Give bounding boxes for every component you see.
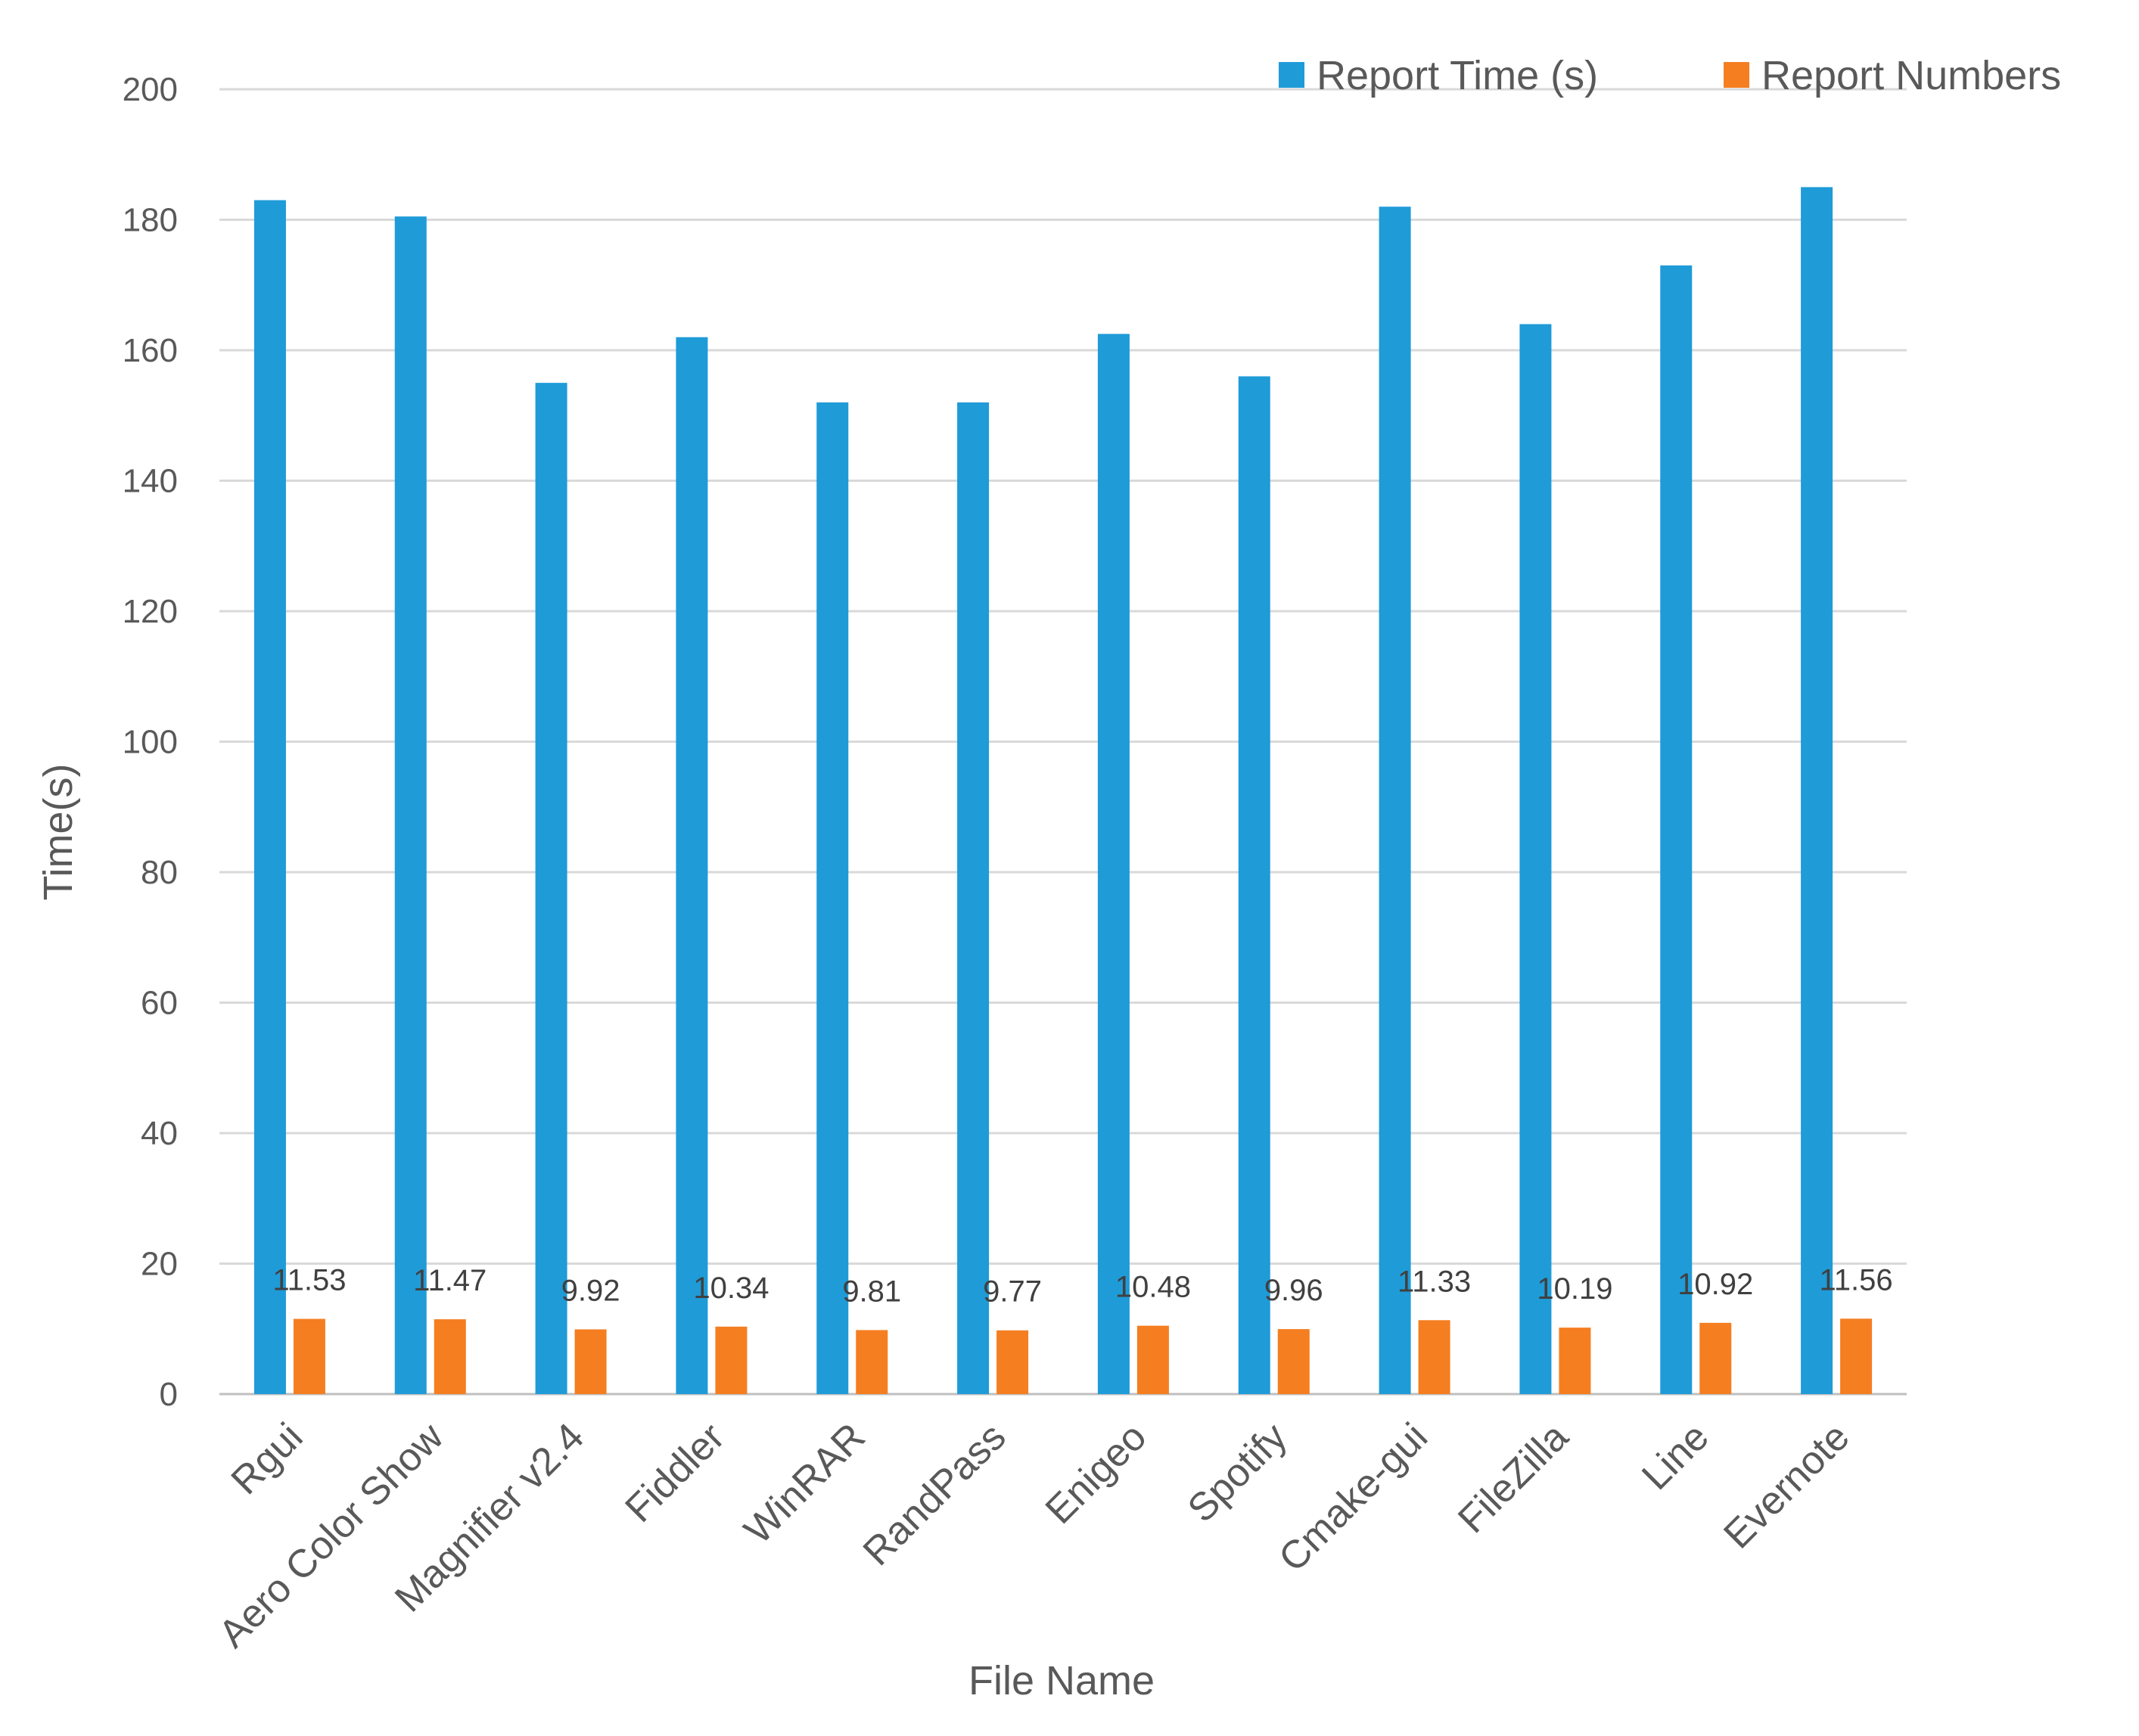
legend-swatch-report-numbers xyxy=(1724,62,1749,88)
data-label-report-numbers: 11.53 xyxy=(272,1264,346,1297)
data-label-report-numbers: 9.81 xyxy=(842,1275,901,1308)
bar-report-time xyxy=(1519,324,1552,1394)
bars xyxy=(253,187,1873,1394)
bar-report-numbers xyxy=(1559,1328,1591,1394)
bar-report-numbers xyxy=(1136,1325,1169,1394)
x-category-label: Enigeo xyxy=(1037,1415,1155,1533)
x-category-label: Evernote xyxy=(1715,1415,1858,1557)
x-category-label: Spotify xyxy=(1180,1415,1295,1530)
legend-label-report-time: Report Time (s) xyxy=(1317,53,1598,98)
y-tick-label: 180 xyxy=(123,202,178,239)
y-tick-label: 140 xyxy=(123,463,178,500)
data-label-report-numbers: 10.92 xyxy=(1677,1268,1753,1301)
bar-report-numbers xyxy=(1699,1322,1732,1394)
gridlines xyxy=(219,88,1907,1396)
x-category-label: Line xyxy=(1634,1415,1718,1498)
bar-report-numbers xyxy=(434,1319,466,1394)
x-category-label: WinRAR xyxy=(736,1415,874,1552)
legend-swatch-report-time xyxy=(1279,62,1304,88)
data-label-report-numbers: 11.47 xyxy=(413,1264,487,1297)
y-tick-label: 0 xyxy=(160,1376,178,1413)
legend-label-report-numbers: Report Numbers xyxy=(1761,53,2061,98)
bar-report-time xyxy=(816,402,849,1394)
bar-report-time xyxy=(1660,265,1693,1394)
bar-report-time xyxy=(1097,334,1130,1394)
bar-report-time xyxy=(676,337,708,1394)
bar-report-numbers xyxy=(715,1326,748,1394)
y-tick-label: 200 xyxy=(123,71,178,108)
bar-report-time xyxy=(394,216,427,1394)
bar-report-numbers xyxy=(1277,1329,1310,1394)
x-category-label: RandPass xyxy=(855,1415,1015,1574)
bar-report-time xyxy=(1801,187,1833,1394)
bar-report-time xyxy=(535,383,567,1394)
bar-report-time xyxy=(1238,376,1270,1394)
bar-report-numbers xyxy=(293,1318,325,1394)
bar-report-time xyxy=(253,200,286,1394)
x-category-label: FileZilla xyxy=(1450,1415,1577,1542)
data-label-report-numbers: 10.48 xyxy=(1115,1271,1191,1304)
bar-report-numbers xyxy=(1840,1318,1873,1394)
bar-report-numbers xyxy=(996,1330,1029,1394)
data-label-report-numbers: 9.92 xyxy=(561,1274,620,1307)
y-tick-label: 160 xyxy=(123,332,178,369)
y-axis-title: Time(s) xyxy=(36,764,81,901)
bar-report-time xyxy=(957,402,990,1394)
data-label-report-numbers: 11.56 xyxy=(1820,1263,1893,1297)
bar-report-numbers xyxy=(856,1330,888,1394)
x-category-label: Rgui xyxy=(223,1415,312,1503)
data-label-report-numbers: 10.19 xyxy=(1537,1272,1612,1306)
y-tick-label: 20 xyxy=(141,1246,178,1283)
data-label-report-numbers: 9.96 xyxy=(1264,1274,1323,1307)
data-label-report-numbers: 9.77 xyxy=(983,1275,1042,1309)
y-tick-label: 40 xyxy=(141,1115,178,1152)
data-label-report-numbers: 10.34 xyxy=(693,1272,769,1305)
x-category-label: Fiddler xyxy=(617,1415,732,1530)
y-tick-label: 80 xyxy=(141,854,178,891)
y-tick-label: 120 xyxy=(123,593,178,630)
data-labels: 11.53 11.47 9.92 10.34 9.81 9.77 10.48 9.96 11.3… xyxy=(272,1263,1892,1308)
y-tick-label: 100 xyxy=(123,724,178,761)
bar-report-numbers xyxy=(1418,1320,1450,1394)
y-tick-label: 60 xyxy=(141,985,178,1022)
legend: Report Time (s) Report Numbers xyxy=(1279,53,2061,98)
bar-report-numbers xyxy=(574,1329,607,1394)
data-label-report-numbers: 11.33 xyxy=(1398,1265,1471,1298)
x-axis-title: File Name xyxy=(968,1658,1155,1703)
x-category-label: Cmake-gui xyxy=(1270,1415,1436,1580)
bar-report-time xyxy=(1379,207,1411,1394)
y-axis-ticks: 0 20 40 60 80 100 120 140 160 180 200 xyxy=(123,71,178,1413)
